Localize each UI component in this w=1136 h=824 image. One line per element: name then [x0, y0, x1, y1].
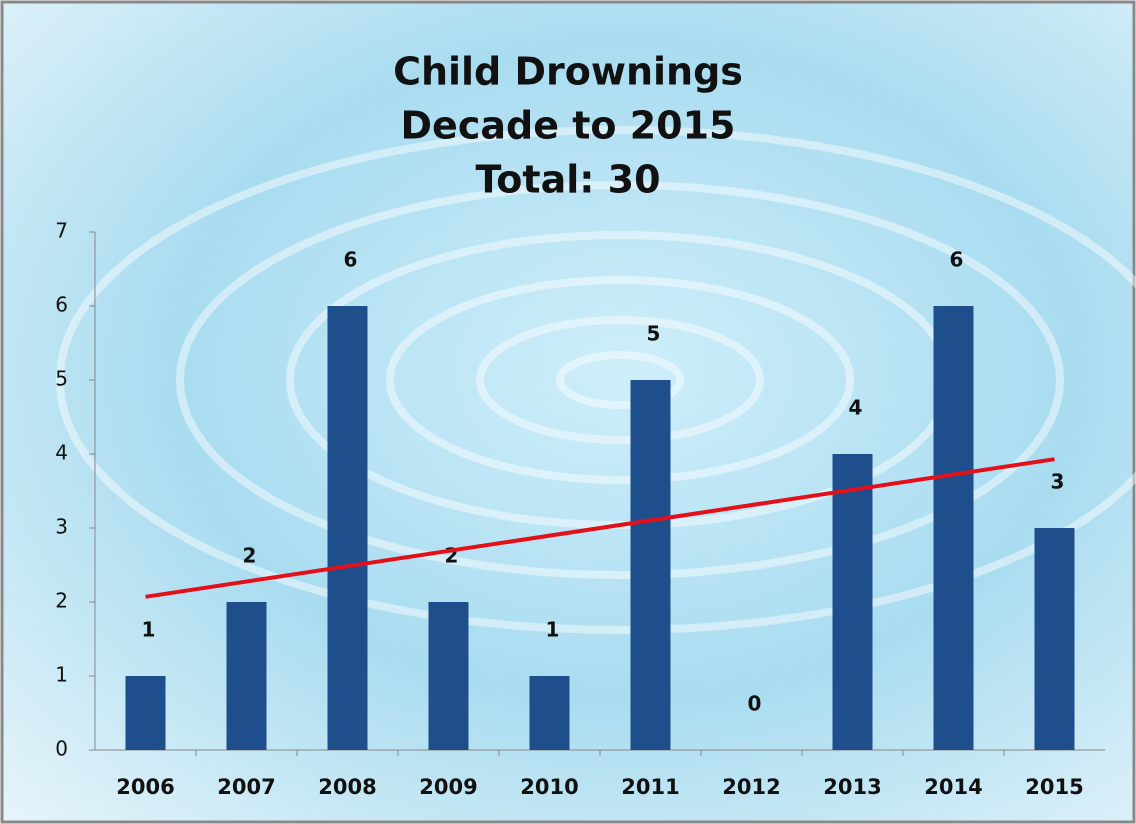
data-label: 2	[445, 544, 459, 568]
data-label: 3	[1051, 470, 1065, 494]
x-tick-label: 2010	[520, 775, 578, 799]
data-label: 1	[546, 618, 560, 642]
chart-title: Total: 30	[475, 158, 660, 202]
x-tick-label: 2014	[924, 775, 982, 799]
y-tick-label: 2	[55, 589, 68, 613]
bar	[428, 602, 469, 750]
y-tick-label: 1	[55, 663, 68, 687]
bar	[832, 454, 873, 750]
y-tick-label: 7	[55, 219, 68, 243]
bar	[529, 676, 570, 750]
bar	[630, 380, 671, 750]
bar	[226, 602, 267, 750]
trend-line	[145, 457, 1055, 599]
data-label: 6	[950, 248, 964, 272]
x-tick-label: 2011	[621, 775, 679, 799]
y-tick-label: 3	[55, 515, 68, 539]
bar	[327, 306, 368, 750]
x-tick-label: 2012	[722, 775, 780, 799]
data-label: 4	[849, 396, 863, 420]
chart-title: Decade to 2015	[401, 104, 736, 148]
chart-title: Child Drownings	[393, 50, 743, 94]
bar	[933, 306, 974, 750]
x-tick-label: 2013	[823, 775, 881, 799]
x-tick-label: 2006	[116, 775, 174, 799]
x-tick-label: 2009	[419, 775, 477, 799]
data-label: 0	[748, 692, 762, 716]
data-label: 6	[344, 248, 358, 272]
x-tick-label: 2008	[318, 775, 376, 799]
y-tick-label: 0	[55, 737, 68, 761]
y-tick-label: 5	[55, 367, 68, 391]
x-tick-label: 2015	[1025, 775, 1083, 799]
y-tick-label: 6	[55, 293, 68, 317]
x-tick-label: 2007	[217, 775, 275, 799]
data-label: 1	[142, 618, 156, 642]
data-label: 2	[243, 544, 257, 568]
data-label: 5	[647, 322, 661, 346]
y-tick-label: 4	[55, 441, 68, 465]
bar	[125, 676, 166, 750]
bar	[1034, 528, 1075, 750]
